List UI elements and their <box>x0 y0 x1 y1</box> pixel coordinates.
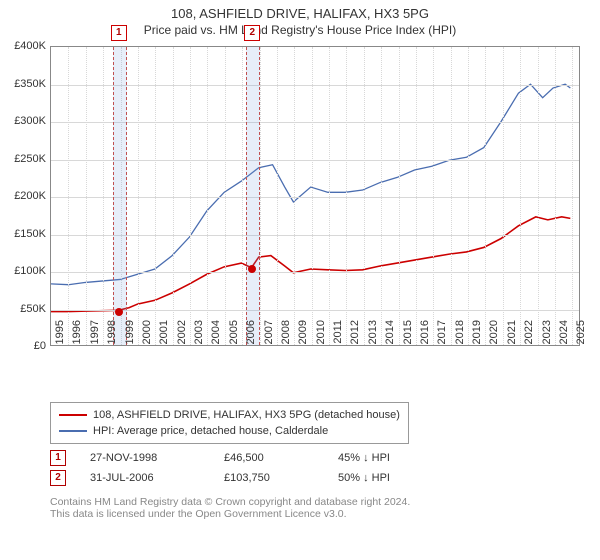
x-axis-label: 2022 <box>523 320 535 350</box>
x-axis-label: 1997 <box>89 320 101 350</box>
y-axis-label: £200K <box>2 190 46 202</box>
legend-label: 108, ASHFIELD DRIVE, HALIFAX, HX3 5PG (d… <box>93 407 400 423</box>
attribution-text: Contains HM Land Registry data © Crown c… <box>50 496 410 520</box>
sale-marker: 1 <box>111 25 127 41</box>
sale-marker: 2 <box>244 25 260 41</box>
x-axis-label: 2006 <box>245 320 257 350</box>
x-axis-label: 2018 <box>454 320 466 350</box>
sale-row: 2 31-JUL-2006 £103,750 50% ↓ HPI <box>50 468 438 488</box>
y-axis-label: £400K <box>2 40 46 52</box>
legend-swatch <box>59 430 87 432</box>
y-axis-label: £100K <box>2 265 46 277</box>
x-axis-label: 2004 <box>210 320 222 350</box>
page-title: 108, ASHFIELD DRIVE, HALIFAX, HX3 5PG <box>0 6 600 21</box>
x-axis-label: 2000 <box>141 320 153 350</box>
y-axis-label: £350K <box>2 78 46 90</box>
x-axis-label: 1995 <box>54 320 66 350</box>
y-axis-label: £250K <box>2 153 46 165</box>
x-axis-label: 2010 <box>315 320 327 350</box>
sale-index: 1 <box>50 450 66 466</box>
x-axis-label: 2012 <box>349 320 361 350</box>
sale-pct: 50% ↓ HPI <box>338 472 438 484</box>
x-axis-label: 2017 <box>436 320 448 350</box>
sale-date: 27-NOV-1998 <box>90 452 220 464</box>
x-axis-label: 2003 <box>193 320 205 350</box>
x-axis-label: 1996 <box>71 320 83 350</box>
chart: 12 £0£50K£100K£150K£200K£250K£300K£350K£… <box>50 46 580 366</box>
footer-line: Contains HM Land Registry data © Crown c… <box>50 496 410 508</box>
legend-swatch <box>59 414 87 416</box>
x-axis-label: 2021 <box>506 320 518 350</box>
legend-item: 108, ASHFIELD DRIVE, HALIFAX, HX3 5PG (d… <box>59 407 400 423</box>
sale-price: £103,750 <box>224 472 334 484</box>
x-axis-label: 2011 <box>332 320 344 350</box>
x-axis-label: 2007 <box>263 320 275 350</box>
legend-label: HPI: Average price, detached house, Cald… <box>93 423 328 439</box>
x-axis-label: 2015 <box>402 320 414 350</box>
legend: 108, ASHFIELD DRIVE, HALIFAX, HX3 5PG (d… <box>50 402 409 444</box>
sales-table: 1 27-NOV-1998 £46,500 45% ↓ HPI 2 31-JUL-2006… <box>50 448 438 488</box>
sale-price: £46,500 <box>224 452 334 464</box>
x-axis-label: 2016 <box>419 320 431 350</box>
x-axis-label: 2025 <box>575 320 587 350</box>
sale-pct: 45% ↓ HPI <box>338 452 438 464</box>
x-axis-label: 2014 <box>384 320 396 350</box>
sale-index: 2 <box>50 470 66 486</box>
x-axis-label: 1998 <box>106 320 118 350</box>
x-axis-label: 2019 <box>471 320 483 350</box>
sale-dot <box>248 265 256 273</box>
x-axis-label: 1999 <box>124 320 136 350</box>
x-axis-label: 2013 <box>367 320 379 350</box>
legend-item: HPI: Average price, detached house, Cald… <box>59 423 400 439</box>
page-subtitle: Price paid vs. HM Land Registry's House … <box>0 23 600 37</box>
x-axis-label: 2020 <box>488 320 500 350</box>
sale-row: 1 27-NOV-1998 £46,500 45% ↓ HPI <box>50 448 438 468</box>
x-axis-label: 2008 <box>280 320 292 350</box>
sale-date: 31-JUL-2006 <box>90 472 220 484</box>
y-axis-label: £300K <box>2 115 46 127</box>
y-axis-label: £0 <box>2 340 46 352</box>
x-axis-label: 2024 <box>558 320 570 350</box>
y-axis-label: £50K <box>2 303 46 315</box>
x-axis-label: 2005 <box>228 320 240 350</box>
x-axis-label: 2002 <box>176 320 188 350</box>
y-axis-label: £150K <box>2 228 46 240</box>
x-axis-label: 2023 <box>541 320 553 350</box>
sale-dot <box>115 308 123 316</box>
footer-line: This data is licensed under the Open Gov… <box>50 508 410 520</box>
x-axis-label: 2001 <box>158 320 170 350</box>
x-axis-label: 2009 <box>297 320 309 350</box>
